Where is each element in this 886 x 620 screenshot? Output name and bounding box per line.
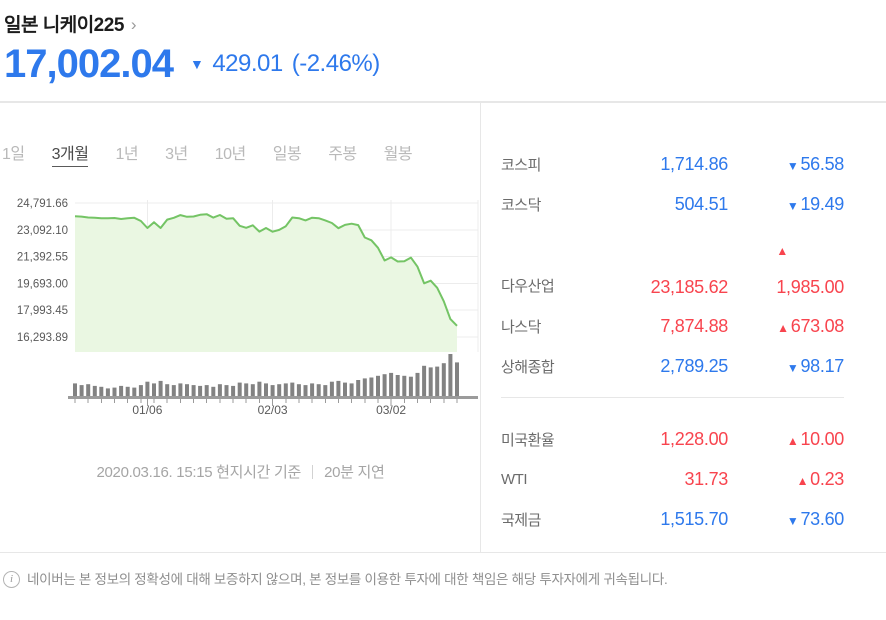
period-tabs: 1일 3개월 1년 3년 10년 일봉 주봉 월봉 (2, 140, 480, 167)
market-row-usd-krw[interactable]: 미국환율 1,228.00 ▲ 10.00 (501, 419, 844, 459)
market-label: 다우산업 (501, 278, 555, 295)
market-value: 504.51 (674, 193, 729, 214)
index-title-link[interactable]: 일본 니케이225 › (4, 10, 137, 37)
up-arrow-icon: ▲ (796, 473, 809, 488)
svg-text:03/02: 03/02 (376, 403, 406, 417)
tab-1y[interactable]: 1년 (115, 146, 139, 163)
widget-body: 1일 3개월 1년 3년 10년 일봉 주봉 월봉 24,791.66 23,092.10 21,… (0, 103, 886, 553)
price-change-percent: (-2.46%) (291, 50, 381, 77)
market-change: 73.60 (800, 508, 844, 529)
market-change: 56.58 (800, 153, 844, 174)
market-label: 코스닥 (501, 196, 541, 214)
market-row-dow[interactable]: 다우산업 23,185.62 ▲ 1,985.00 (501, 224, 844, 306)
market-change-cell: ▼ 98.17 (728, 356, 844, 377)
market-label: 국제금 (501, 511, 541, 529)
svg-text:23,092.10: 23,092.10 (17, 225, 68, 237)
down-arrow-icon: ▼ (786, 360, 799, 375)
market-row-shanghai[interactable]: 상해종합 2,789.25 ▼ 98.17 (501, 346, 844, 386)
market-row-gold[interactable]: 국제금 1,515.70 ▼ 73.60 (501, 499, 844, 539)
down-arrow-icon: ▼ (786, 198, 799, 213)
up-arrow-icon: ▲ (786, 433, 799, 448)
current-price: 17,002.04 (4, 42, 174, 86)
down-arrow-icon: ▼ (786, 158, 799, 173)
market-label: 상해종합 (501, 358, 555, 376)
index-header: 일본 니케이225 › 17,002.04 ▼ 429.01 (-2.46%) (0, 0, 886, 103)
market-change: 1,985.00 (776, 277, 844, 297)
market-change-cell: ▲ 10.00 (728, 429, 844, 450)
market-change: 673.08 (790, 315, 845, 336)
tab-10y[interactable]: 10년 (214, 146, 247, 163)
quote-timestamp: 2020.03.16. 15:15 현지시간 기준 20분 지연 (0, 461, 481, 482)
market-change-cell: ▼ 56.58 (728, 154, 844, 175)
up-arrow-icon: ▲ (776, 244, 788, 258)
market-value: 1,515.70 (660, 508, 728, 529)
market-change: 19.49 (800, 193, 844, 214)
market-change-cell: ▲ 1,985.00 (728, 240, 844, 298)
market-label: 미국환율 (501, 431, 555, 449)
disclaimer-bar: i 네이버는 본 정보의 정확성에 대해 보증하지 않으며, 본 정보를 이용한… (0, 553, 886, 620)
down-arrow-icon: ▼ (786, 513, 799, 528)
market-row-nasdaq[interactable]: 나스닥 7,874.88 ▲ 673.08 (501, 306, 844, 346)
chart-panel: 1일 3개월 1년 3년 10년 일봉 주봉 월봉 24,791.66 23,092.10 21,… (0, 103, 481, 552)
market-change-cell: ▲ 673.08 (728, 316, 844, 337)
down-arrow-icon: ▼ (189, 56, 204, 72)
nikkei-3month-chart-svg: 24,791.66 23,092.10 21,392.55 19,693.00 17,9… (17, 198, 479, 417)
delay-text: 20분 지연 (324, 464, 385, 481)
market-value: 7,874.88 (660, 315, 728, 336)
market-change: 0.23 (810, 468, 844, 489)
market-summary: 코스피 1,714.86 ▼ 56.58 코스닥 504.51 ▼ 19.49 다우산업 23,1… (481, 103, 886, 552)
tab-3m[interactable]: 3개월 (51, 140, 89, 167)
market-change-cell: ▲ 0.23 (728, 468, 845, 490)
market-row-kosdaq[interactable]: 코스닥 504.51 ▼ 19.49 (501, 184, 844, 224)
market-change-cell: ▼ 73.60 (728, 509, 844, 530)
svg-text:01/06: 01/06 (132, 403, 162, 417)
svg-text:02/03: 02/03 (258, 403, 288, 417)
price-chart[interactable]: 24,791.66 23,092.10 21,392.55 19,693.00 17,9… (0, 192, 481, 422)
market-change: 98.17 (800, 355, 844, 376)
market-value: 1,714.86 (660, 153, 728, 174)
price-change-group: ▼ 429.01 (-2.46%) (190, 50, 380, 78)
svg-text:17,993.45: 17,993.45 (17, 305, 68, 317)
svg-text:16,293.89: 16,293.89 (17, 332, 68, 344)
market-label: 나스닥 (501, 318, 541, 336)
disclaimer-text: 네이버는 본 정보의 정확성에 대해 보증하지 않으며, 본 정보를 이용한 투… (27, 572, 668, 587)
up-arrow-icon: ▲ (777, 320, 789, 335)
market-value: 1,228.00 (660, 428, 728, 449)
price-change: 429.01 (212, 50, 283, 77)
market-value: 2,789.25 (660, 355, 728, 376)
tab-daily[interactable]: 일봉 (272, 146, 302, 163)
market-row-wti[interactable]: WTI 31.73 ▲ 0.23 (501, 459, 844, 499)
timestamp-separator (312, 464, 314, 479)
tab-3y[interactable]: 3년 (165, 146, 188, 163)
tab-1d[interactable]: 1일 (2, 146, 25, 163)
market-divider (501, 397, 844, 398)
svg-text:24,791.66: 24,791.66 (17, 198, 68, 210)
tab-monthly[interactable]: 월봉 (383, 146, 413, 163)
svg-text:21,392.55: 21,392.55 (17, 252, 68, 264)
tab-weekly[interactable]: 주봉 (328, 146, 357, 163)
market-label: 코스피 (501, 156, 541, 174)
market-change: 10.00 (800, 428, 844, 449)
market-row-kospi[interactable]: 코스피 1,714.86 ▼ 56.58 (501, 144, 844, 184)
timestamp-text: 2020.03.16. 15:15 현지시간 기준 (96, 464, 302, 481)
chevron-right-icon: › (130, 14, 137, 34)
page-title: 일본 니케이225 (4, 15, 124, 36)
market-value: 31.73 (684, 468, 728, 489)
market-label: WTI (501, 470, 528, 488)
info-icon: i (3, 571, 20, 588)
market-value: 23,185.62 (650, 277, 729, 297)
svg-text:19,693.00: 19,693.00 (17, 278, 68, 290)
current-price-row: 17,002.04 ▼ 429.01 (-2.46%) (4, 44, 886, 84)
market-change-cell: ▼ 19.49 (728, 194, 844, 215)
